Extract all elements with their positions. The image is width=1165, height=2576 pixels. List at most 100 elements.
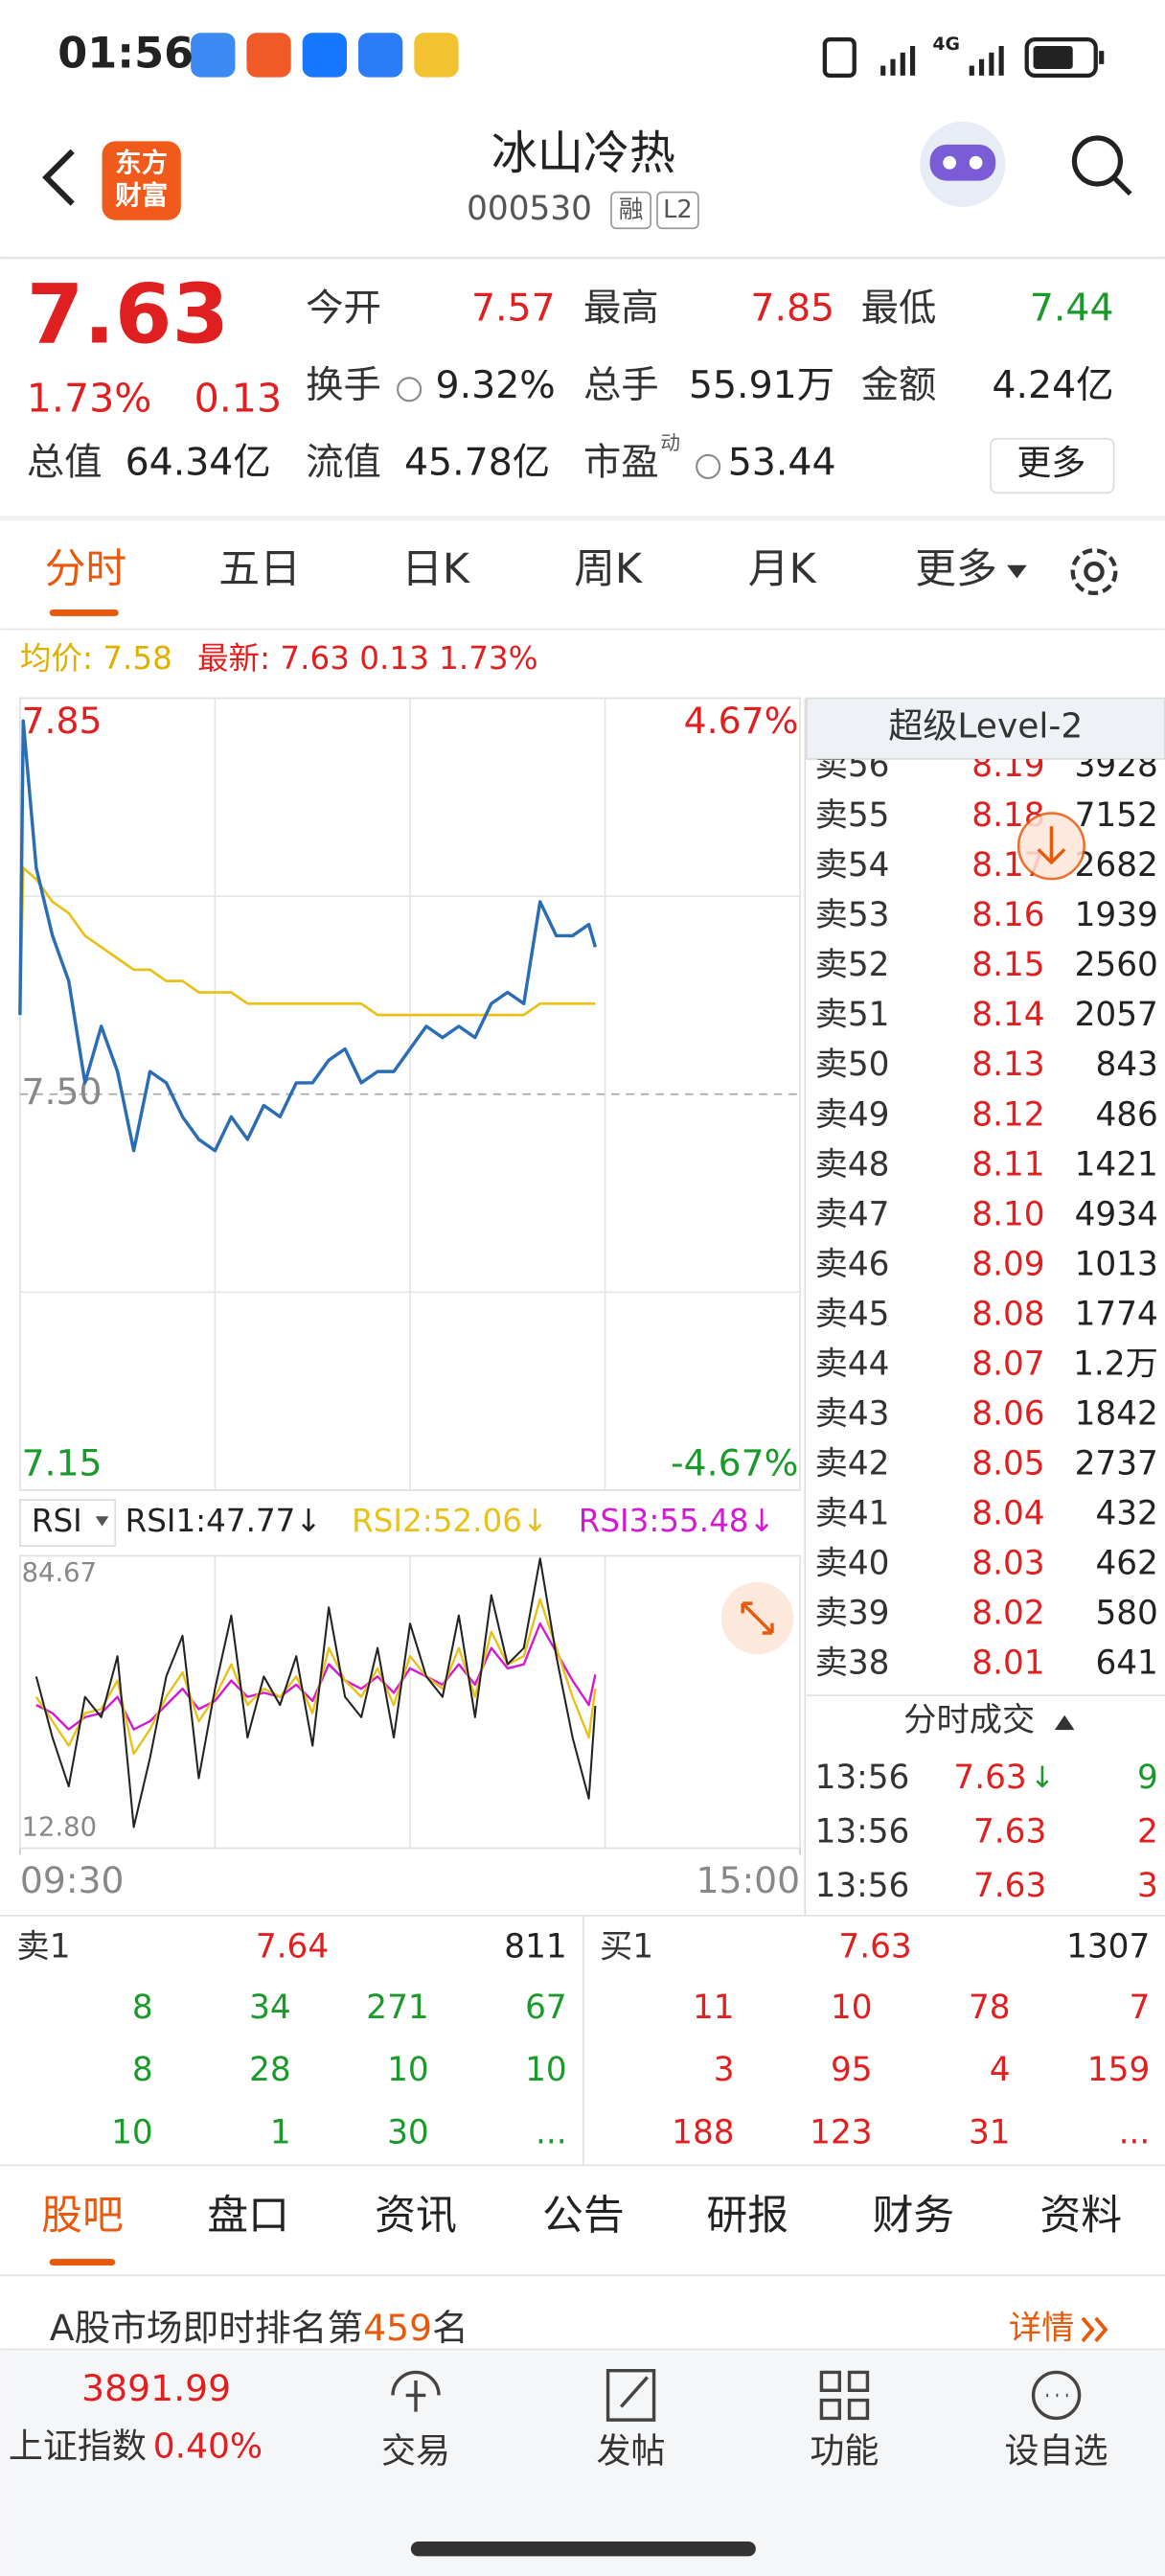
bottom-bar: [0, 2349, 1165, 2576]
action-label[interactable]: 功能: [810, 2431, 879, 2471]
badge: [610, 191, 651, 230]
ask-level: 卖42: [815, 1444, 890, 1483]
queue-order: 30: [387, 2113, 429, 2151]
more-label[interactable]: 更多: [1017, 444, 1085, 483]
queue-order: 28: [249, 2051, 291, 2089]
field-value: 64.34亿: [126, 441, 271, 485]
field-value: 7.85: [750, 287, 834, 331]
index-value: 3891.99: [81, 2367, 231, 2409]
trade-direction: ↓: [1030, 1760, 1055, 1795]
y2-tick-label: 4.67%: [684, 700, 799, 742]
legend-entry: RSI3:55.48↓: [579, 1503, 775, 1539]
content-tab[interactable]: 资讯: [375, 2192, 457, 2240]
logo-text: 财富: [115, 180, 168, 211]
detail-chevrons: [1081, 2316, 1108, 2343]
trade-volume: 2: [1137, 1813, 1158, 1852]
ask-price: 8.16: [971, 896, 1044, 934]
ask-price: 8.04: [971, 1495, 1044, 1533]
action-label[interactable]: 设自选: [1005, 2431, 1108, 2471]
action-label[interactable]: 交易: [381, 2431, 450, 2471]
series-line: [34, 1557, 597, 1828]
period-tab[interactable]: 日K: [401, 545, 470, 593]
detail-link[interactable]: 详情: [1009, 2309, 1075, 2347]
legend-entry: RSI2:52.06↓: [352, 1503, 548, 1539]
ask-volume: 641: [1095, 1644, 1157, 1683]
field-label: 最高: [583, 287, 659, 331]
action-icon[interactable]: [391, 2370, 441, 2412]
indicator-name[interactable]: RSI: [32, 1503, 82, 1539]
period-tab[interactable]: 周K: [574, 545, 643, 593]
pe-note: 动: [660, 431, 680, 454]
change: 0.13: [194, 375, 283, 421]
queue-order: 271: [366, 1989, 428, 2027]
x-tick-label: 09:30: [20, 1859, 125, 1901]
search-button[interactable]: [1071, 135, 1132, 196]
content-tab[interactable]: 盘口: [207, 2192, 289, 2240]
queue-label: 卖1: [16, 1928, 70, 1966]
period-tab[interactable]: 月K: [748, 545, 817, 593]
field-label: 总值: [27, 441, 103, 485]
y-tick-label: 84.67: [22, 1558, 97, 1588]
scroll-icon: [1037, 826, 1066, 865]
trades-title[interactable]: 分时成交: [903, 1701, 1035, 1739]
level2-title[interactable]: 超级Level-2: [888, 706, 1083, 746]
field-value: 4.24亿: [992, 363, 1113, 407]
action-label[interactable]: 发帖: [597, 2431, 666, 2471]
content-tab[interactable]: 资料: [1039, 2192, 1122, 2240]
action-icon[interactable]: [605, 2369, 656, 2422]
rank-suffix: 名: [432, 2306, 468, 2348]
ask-volume: 1939: [1075, 896, 1158, 934]
rank-prefix: A股市场即时排名第: [50, 2306, 363, 2348]
ask-price: 8.03: [971, 1545, 1044, 1583]
legend-entry: RSI1:47.77↓: [126, 1503, 322, 1539]
trade-time: 13:56: [815, 1759, 910, 1797]
ask-volume: 1842: [1075, 1394, 1158, 1433]
badge-text: L2: [663, 196, 693, 224]
ask-level: 卖46: [815, 1245, 890, 1283]
period-tab[interactable]: 五日: [218, 545, 301, 593]
queue-order: 34: [249, 1989, 291, 2027]
ask-level: 卖53: [815, 896, 890, 934]
back-button[interactable]: [42, 149, 75, 206]
ask-price: 8.12: [971, 1095, 1044, 1134]
trade-time: 13:56: [815, 1813, 910, 1852]
ask-price: 8.02: [971, 1595, 1044, 1633]
tab-underline: [49, 2259, 116, 2266]
more-button[interactable]: [990, 437, 1115, 494]
tab-underline: [49, 610, 119, 616]
ask-volume: 2737: [1075, 1444, 1158, 1483]
settings-button[interactable]: [1070, 548, 1118, 595]
content-tab[interactable]: 财务: [873, 2192, 955, 2240]
robot-avatar[interactable]: [920, 121, 1006, 207]
info-icon[interactable]: [696, 453, 721, 479]
content-tab[interactable]: 股吧: [41, 2192, 124, 2240]
queue-label: 买1: [600, 1928, 653, 1966]
field-label: 换手: [306, 363, 381, 407]
ask-volume: 1421: [1075, 1145, 1158, 1184]
indicator-select[interactable]: [19, 1499, 117, 1547]
ask-price: 8.01: [971, 1644, 1044, 1683]
index-line: 上证指数 0.40%: [9, 2426, 263, 2466]
ask-level: 卖50: [815, 1046, 890, 1084]
period-tab[interactable]: 分时: [45, 545, 127, 593]
content-tab[interactable]: 研报: [706, 2192, 788, 2240]
collapse-arrow: [1054, 1714, 1075, 1731]
period-tab[interactable]: 更多: [915, 545, 997, 593]
x-tick-label: 15:00: [696, 1859, 800, 1901]
level2-header[interactable]: [806, 697, 1165, 760]
info-icon[interactable]: [397, 377, 423, 402]
y2-tick-label: -4.67%: [671, 1442, 798, 1484]
ask-price: 8.07: [971, 1345, 1044, 1383]
content-tab[interactable]: 公告: [542, 2192, 625, 2240]
series-line: [18, 719, 598, 1153]
ask-volume: 2057: [1075, 996, 1158, 1034]
field-label: 流值: [306, 441, 381, 485]
field-value: 7.44: [1030, 287, 1114, 331]
action-icon[interactable]: [1031, 2370, 1082, 2421]
action-icon[interactable]: [819, 2370, 870, 2421]
ask-level: 卖41: [815, 1495, 890, 1533]
queue-price: 7.63: [838, 1928, 911, 1966]
ask-volume: 462: [1095, 1545, 1157, 1583]
